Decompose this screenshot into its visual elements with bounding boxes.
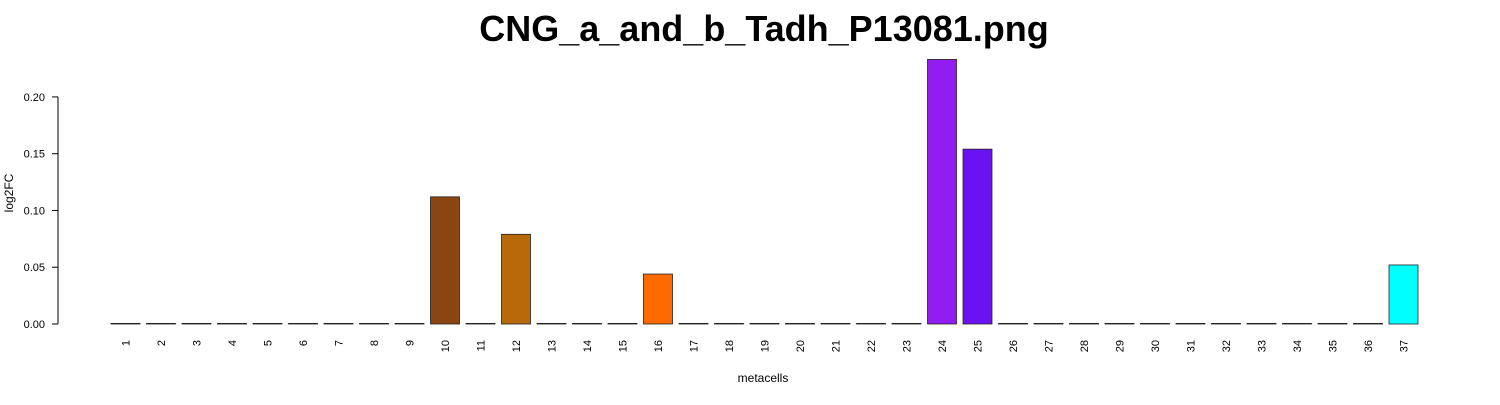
bar-27: [1033, 322, 1064, 325]
x-tick-label: 18: [724, 340, 736, 352]
x-tick-label: 36: [1363, 340, 1375, 352]
bars: [110, 59, 1419, 325]
bar-29: [1104, 322, 1135, 325]
x-tick-label: 22: [866, 340, 878, 352]
x-tick-label: 7: [334, 340, 346, 346]
bar-17: [678, 322, 709, 325]
bar-34: [1282, 322, 1312, 325]
y-axis: 0.00 0.05 0.10 0.15 0.20: [24, 92, 59, 331]
bar-32: [1211, 322, 1241, 325]
bar-6: [288, 322, 318, 325]
bar-36: [1353, 322, 1383, 325]
bar-33: [1246, 322, 1277, 325]
bar-21: [820, 322, 851, 325]
x-tick-label: 33: [1257, 340, 1269, 352]
x-tick-label: 6: [298, 340, 310, 346]
x-tick-label: 28: [1079, 340, 1091, 352]
bar-18: [714, 322, 744, 325]
bar-16: [643, 273, 673, 325]
bar-5: [252, 322, 283, 325]
x-tick-label: 15: [618, 340, 630, 352]
x-tick-label: 11: [476, 340, 488, 351]
y-tick-label: 0.05: [24, 262, 45, 274]
y-tick-label: 0.15: [24, 149, 45, 161]
bar-24: [927, 59, 957, 325]
bar-10: [430, 196, 460, 325]
x-tick-label: 13: [547, 340, 559, 352]
x-axis-label: metacells: [738, 371, 789, 385]
x-tick-label: 20: [795, 340, 807, 352]
x-tick-label: 14: [582, 340, 594, 352]
bar-1: [110, 322, 141, 325]
x-tick-label: 17: [689, 340, 701, 352]
x-tick-label: 2: [156, 340, 168, 346]
bar-3: [181, 322, 212, 325]
y-tick-label: 0.20: [24, 92, 45, 104]
x-tick-label: 27: [1044, 340, 1056, 352]
x-tick-label: 12: [511, 340, 523, 352]
x-tick-label: 5: [263, 340, 275, 346]
x-tick-label: 23: [902, 340, 914, 352]
x-tick-label: 26: [1008, 340, 1020, 352]
bar-13: [536, 322, 567, 325]
x-tick-label: 16: [653, 340, 665, 352]
bar-28: [1069, 322, 1099, 325]
bar-35: [1317, 322, 1348, 325]
bar-12: [501, 233, 531, 325]
x-tick-label: 32: [1221, 340, 1233, 352]
bar-22: [856, 322, 886, 325]
bar-14: [572, 322, 602, 325]
y-axis-label: log2FC: [2, 173, 16, 212]
x-tick-labels: 1 2 3 4 5 6 7 8 9 10 11 12 13 14 15 16 17 18 19 20 21 22 23 24 2…: [121, 340, 1411, 352]
bar-30: [1140, 322, 1170, 325]
bar-8: [359, 322, 389, 325]
x-tick-label: 37: [1399, 340, 1411, 352]
x-tick-label: 1: [121, 340, 133, 346]
bar-9: [394, 322, 425, 325]
x-tick-label: 4: [227, 340, 239, 346]
bar-2: [146, 322, 176, 325]
x-tick-label: 3: [192, 340, 204, 346]
bar-15: [607, 322, 638, 325]
bar-26: [998, 322, 1028, 325]
x-tick-label: 34: [1292, 340, 1304, 352]
x-tick-label: 31: [1186, 340, 1198, 352]
bar-7: [323, 322, 354, 325]
x-tick-label: 9: [405, 340, 417, 346]
bar-37: [1388, 264, 1419, 325]
x-tick-label: 25: [973, 340, 985, 352]
bar-23: [891, 322, 922, 325]
bar-19: [749, 322, 780, 325]
bar-4: [217, 322, 247, 325]
x-tick-label: 24: [937, 340, 949, 352]
chart-title: CNG_a_and_b_Tadh_P13081.png: [479, 8, 1049, 49]
x-tick-label: 19: [760, 340, 772, 352]
y-tick-label: 0.00: [24, 319, 45, 331]
x-tick-label: 35: [1328, 340, 1340, 352]
bar-20: [785, 322, 815, 325]
bar-11: [465, 322, 496, 325]
x-tick-label: 10: [440, 340, 452, 352]
x-tick-label: 8: [369, 340, 381, 346]
y-tick-label: 0.10: [24, 205, 45, 217]
x-tick-label: 30: [1150, 340, 1162, 352]
bar-25: [962, 148, 993, 325]
x-tick-label: 21: [831, 340, 843, 352]
bar-31: [1175, 322, 1206, 325]
x-tick-label: 29: [1115, 340, 1127, 352]
